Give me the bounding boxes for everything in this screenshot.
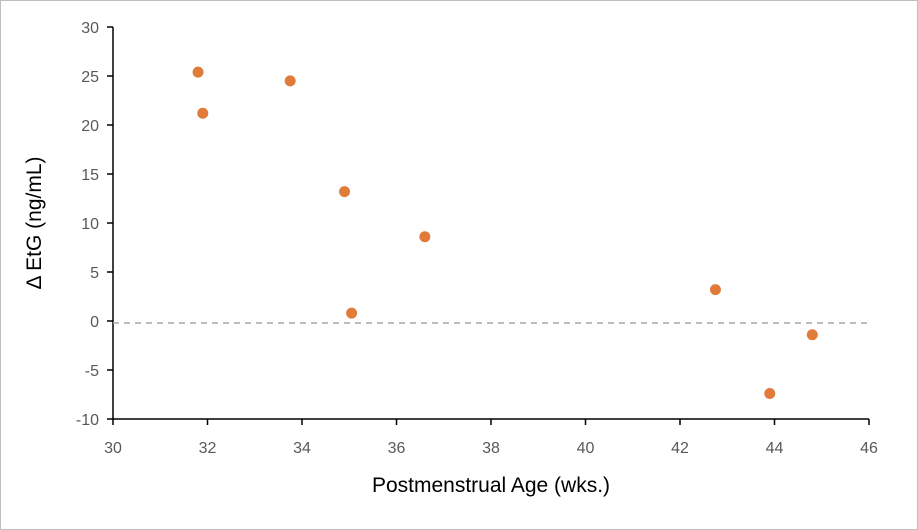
x-tick-label: 44 bbox=[766, 440, 784, 457]
y-tick-label: 5 bbox=[90, 265, 99, 282]
x-tick-label: 34 bbox=[293, 440, 311, 457]
y-tick-label: 10 bbox=[81, 216, 99, 233]
x-tick-label: 30 bbox=[104, 440, 122, 457]
x-tick-label: 38 bbox=[482, 440, 500, 457]
scatter-point bbox=[709, 284, 721, 296]
x-tick-label: 42 bbox=[671, 440, 689, 457]
scatter-point bbox=[284, 75, 296, 87]
x-tick-label: 36 bbox=[388, 440, 406, 457]
x-tick-marks bbox=[112, 419, 870, 425]
x-tick-label: 46 bbox=[860, 440, 878, 457]
y-tick-label: -5 bbox=[85, 363, 99, 380]
data-points bbox=[192, 66, 818, 400]
scatter-point bbox=[806, 329, 818, 341]
y-tick-label: 25 bbox=[81, 69, 99, 86]
x-tick-label: 40 bbox=[577, 440, 595, 457]
y-tick-labels: 30 25 20 15 10 5 0 -5 -10 bbox=[76, 20, 99, 429]
y-axis-title: Δ EtG (ng/mL) bbox=[23, 156, 46, 289]
y-tick-label: 0 bbox=[90, 314, 99, 331]
scatter-point bbox=[346, 307, 358, 319]
scatter-point bbox=[764, 388, 776, 400]
scatter-point bbox=[339, 186, 351, 198]
scatter-point bbox=[419, 231, 431, 243]
scatter-point bbox=[197, 107, 209, 119]
x-axis-title: Postmenstrual Age (wks.) bbox=[372, 474, 610, 497]
y-tick-marks bbox=[107, 26, 113, 420]
y-tick-label: -10 bbox=[76, 412, 99, 429]
x-tick-label: 32 bbox=[199, 440, 217, 457]
scatter-point bbox=[192, 66, 204, 78]
x-tick-labels: 30 32 34 36 38 40 42 44 46 bbox=[104, 440, 878, 457]
y-tick-label: 30 bbox=[81, 20, 99, 37]
y-tick-label: 20 bbox=[81, 118, 99, 135]
y-tick-label: 15 bbox=[81, 167, 99, 184]
